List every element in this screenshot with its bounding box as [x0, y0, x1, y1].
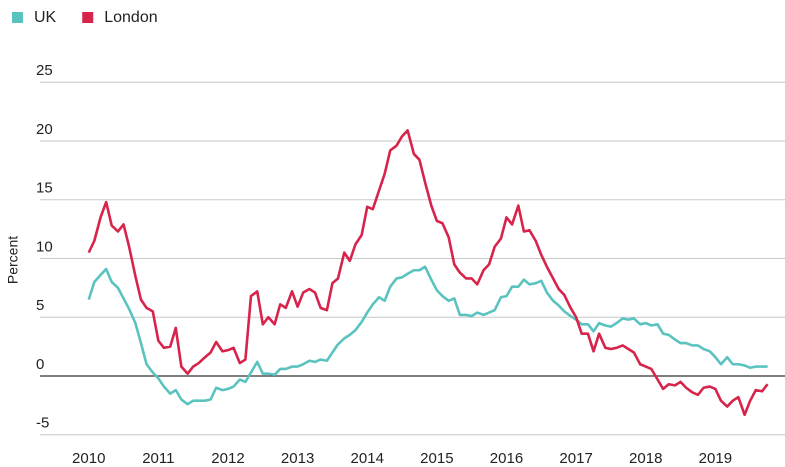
- y-tick-label: 20: [36, 121, 53, 138]
- x-tick-label: 2014: [351, 450, 384, 467]
- x-tick-label: 2018: [629, 450, 662, 467]
- legend-swatch: [12, 12, 23, 23]
- y-tick-label: 5: [36, 297, 44, 314]
- legend-swatch: [82, 12, 94, 23]
- y-tick-label: 10: [36, 238, 53, 255]
- legend-label: UK: [34, 9, 57, 26]
- legend-label: London: [104, 9, 157, 26]
- x-tick-label: 2015: [420, 450, 453, 467]
- y-tick-label: 0: [36, 356, 44, 373]
- x-tick-label: 2019: [699, 450, 732, 467]
- x-tick-label: 2017: [559, 450, 592, 467]
- x-tick-label: 2016: [490, 450, 523, 467]
- x-tick-label: 2012: [211, 450, 244, 467]
- y-tick-label: 15: [36, 180, 53, 197]
- y-tick-label: -5: [36, 415, 49, 432]
- x-tick-label: 2011: [142, 450, 174, 467]
- series-line: [87, 129, 769, 417]
- y-tick-label: 25: [36, 62, 53, 79]
- y-axis-label: Percent: [5, 236, 21, 284]
- x-tick-label: 2010: [72, 450, 105, 467]
- x-tick-label: 2013: [281, 450, 314, 467]
- series-line: [87, 265, 768, 406]
